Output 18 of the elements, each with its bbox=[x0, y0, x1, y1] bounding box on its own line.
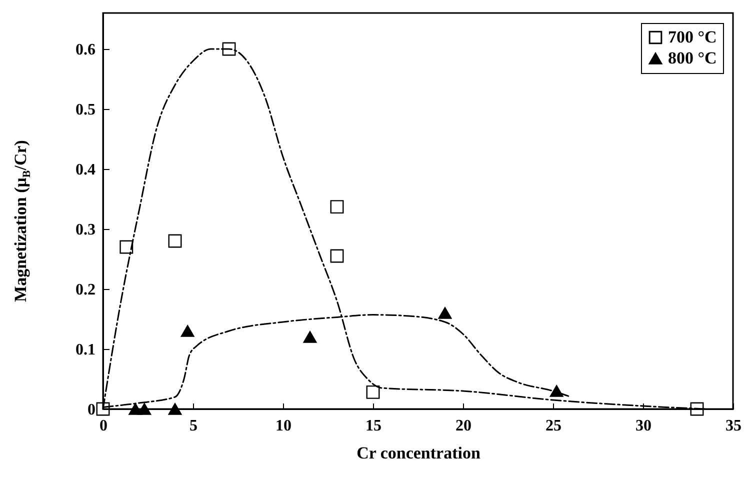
x-tick-label: 0 bbox=[100, 418, 108, 434]
x-tick-label: 15 bbox=[366, 418, 382, 434]
y-tick-label: 0.6 bbox=[76, 42, 96, 58]
x-tick-label: 35 bbox=[726, 418, 742, 434]
x-tick-label: 20 bbox=[456, 418, 472, 434]
y-tick-label: 0.2 bbox=[76, 282, 96, 298]
y-tick-label: 0.3 bbox=[76, 222, 96, 238]
x-axis-title: Cr concentration bbox=[356, 444, 481, 462]
y-tick-label: 0.1 bbox=[76, 342, 96, 358]
x-tick-label: 25 bbox=[546, 418, 562, 434]
x-tick-label: 5 bbox=[190, 418, 198, 434]
legend-label: 800 °C bbox=[668, 48, 717, 68]
y-tick-label: 0.5 bbox=[76, 102, 96, 118]
y-tick-label: 0.4 bbox=[76, 162, 96, 178]
legend-label: 700 °C bbox=[668, 28, 717, 46]
y-tick-label: 0 bbox=[88, 402, 96, 418]
x-tick-label: 10 bbox=[276, 418, 292, 434]
x-tick-label: 30 bbox=[636, 418, 652, 434]
